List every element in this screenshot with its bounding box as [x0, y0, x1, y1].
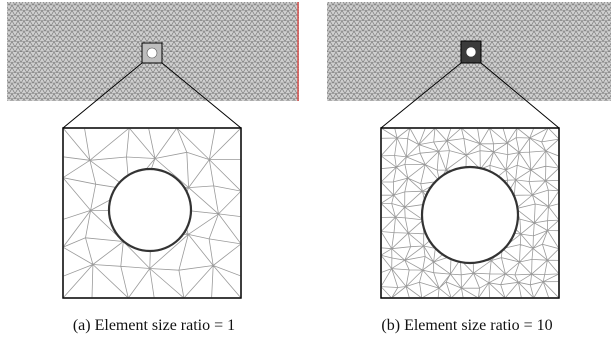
panel-a: [7, 2, 299, 299]
zoom-line-left-a: [62, 62, 143, 129]
zoom-line-left-b: [380, 62, 462, 129]
panel-b: [327, 2, 611, 299]
hole-b: [465, 46, 477, 58]
zoom-hole-b: [420, 165, 520, 265]
caption-b: (b) Element size ratio = 10: [381, 317, 553, 334]
caption-a: (a) Element size ratio = 1: [72, 317, 236, 334]
zoom-line-right-b: [480, 62, 560, 129]
zoom-line-right-a: [161, 62, 242, 129]
hole-a: [146, 47, 158, 59]
zoom-hole-a: [107, 167, 193, 253]
